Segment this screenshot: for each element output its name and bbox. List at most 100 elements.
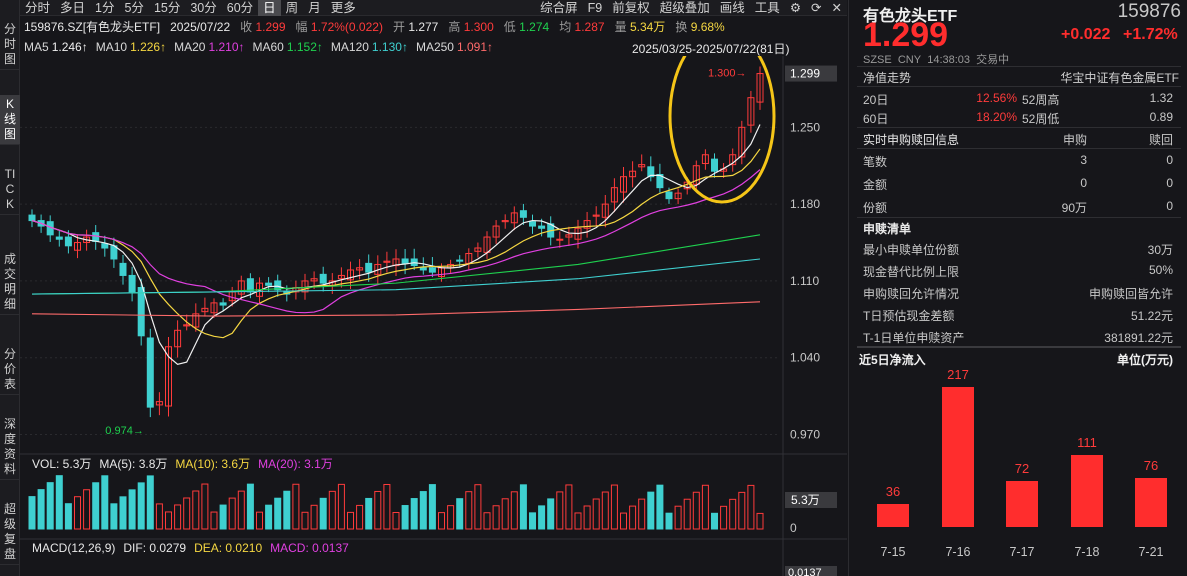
period-tab-9[interactable]: 月	[308, 0, 321, 15]
period-tab-8[interactable]: 周	[285, 0, 299, 15]
toolbar-tool-0[interactable]: 综合屏	[540, 0, 578, 15]
volume-bar	[547, 498, 555, 530]
list-row: 申购赎回允许情况 申购赎回皆允许	[863, 282, 1177, 304]
volume-bar	[256, 511, 263, 530]
ma-value-1: 1.226↑	[130, 40, 167, 54]
ma250-line	[31, 301, 761, 317]
candle-body	[128, 274, 136, 293]
sidebar-item-5[interactable]: 深度资料	[0, 415, 20, 480]
volume-bar	[92, 482, 100, 530]
period-tab-4[interactable]: 15分	[153, 0, 181, 15]
candle-body	[510, 212, 518, 224]
volume-bar	[328, 490, 336, 530]
toolbar-tool-1[interactable]: F9	[587, 0, 603, 15]
close-icon[interactable]: ✕	[831, 0, 842, 15]
volume-bar	[383, 483, 391, 530]
volume-bar	[629, 505, 637, 530]
sidebar-item-3[interactable]: 成交明细	[0, 250, 20, 315]
volume-bar	[483, 512, 491, 530]
volume-bar	[492, 505, 500, 530]
volume-bar	[647, 491, 655, 530]
sidebar-item-2[interactable]: TICK	[0, 165, 20, 215]
candle-body	[310, 278, 318, 282]
sidebar-item-0[interactable]: 分时图	[0, 20, 20, 70]
candle-body	[201, 307, 209, 313]
candle-body	[556, 238, 564, 241]
period-tab-1[interactable]: 多日	[60, 0, 86, 15]
sidebar-item-4[interactable]: 分价表	[0, 345, 20, 395]
ma-value-5: 1.091↑	[456, 40, 494, 54]
toolbar-tool-3[interactable]: 超级叠加	[659, 0, 710, 15]
volume-bar	[601, 491, 609, 530]
ma120-line	[31, 258, 761, 295]
candle-body	[347, 269, 354, 281]
candle-body	[419, 267, 427, 271]
candle-body	[629, 170, 637, 178]
volume-bar	[428, 484, 436, 530]
period-tab-0[interactable]: 分时	[25, 0, 51, 15]
currency: CNY	[897, 54, 922, 66]
period-tab-2[interactable]: 1分	[95, 0, 115, 15]
creation-row-label: 份额	[863, 201, 888, 215]
trade-meta: SZSE CNY 14:38:03 交易中	[863, 51, 1009, 67]
left-sidebar: 分时图 K线图 TICK 成交明细分价表深度资料超级复盘	[0, 0, 20, 576]
period-tab-6[interactable]: 60分	[226, 0, 254, 15]
volume-bar	[246, 483, 254, 530]
perf-row-60: 60日 18.20% 52周低 0.89	[863, 107, 1177, 129]
change-label: 幅	[295, 20, 308, 34]
inflow-bar	[942, 387, 974, 527]
creation-row-sell: 0	[1166, 176, 1173, 190]
volume-bar	[665, 512, 673, 530]
volume-bar	[265, 504, 273, 530]
candle-body	[28, 214, 36, 222]
toolbar-tool-2[interactable]: 前复权	[612, 0, 650, 15]
ma-label-4: MA120	[330, 40, 369, 54]
volume-bar	[110, 503, 118, 530]
inflow-bar-value: 36	[885, 483, 901, 499]
volume-bar	[219, 504, 227, 530]
volume-bar	[638, 498, 646, 530]
refresh-icon[interactable]: ⟳	[811, 0, 822, 15]
creation-row: 笔数 3 0	[863, 150, 1177, 172]
sidebar-item-1[interactable]: K线图	[0, 95, 20, 145]
vol-legend-item: MA(20): 3.1万	[258, 457, 333, 471]
close-label: 收	[240, 20, 253, 34]
volume-bar	[301, 511, 309, 530]
period-tab-7[interactable]: 日	[258, 0, 281, 16]
inflow-bar-label: 7-17	[1009, 545, 1035, 559]
index-name: 华宝中证有色金属ETF	[1060, 71, 1179, 85]
candle-body	[337, 274, 345, 280]
turnover-value: 9.68%	[690, 20, 725, 34]
sidebar-item-6[interactable]: 超级复盘	[0, 500, 20, 565]
list-row-value: 51.22元	[1130, 309, 1173, 323]
candle-body	[601, 203, 609, 218]
candle-body	[146, 337, 154, 408]
candle-body	[428, 267, 436, 273]
creation-col1: 申购	[1062, 133, 1087, 147]
exchange: SZSE	[863, 54, 892, 66]
close-value: 1.299	[255, 20, 286, 34]
list-row-value: 381891.22元	[1104, 331, 1173, 345]
macd-legend-item: DIF: 0.0279	[123, 541, 186, 555]
trade-status: 交易中	[976, 54, 1010, 66]
ma-value-3: 1.152↑	[286, 40, 323, 54]
toolbar-tool-5[interactable]: 工具	[754, 0, 780, 15]
candle-body	[365, 262, 373, 273]
period-tab-10[interactable]: 更多	[330, 0, 356, 15]
candle-body	[729, 154, 737, 166]
price-tick: 1.250	[790, 120, 820, 134]
candle-body	[456, 259, 464, 262]
toolbar-tool-4[interactable]: 画线	[719, 0, 745, 15]
period-tab-5[interactable]: 30分	[190, 0, 217, 15]
creation-header: 实时申购赎回信息 申购 赎回	[863, 128, 1177, 150]
volume-bar	[37, 489, 45, 530]
period-tab-3[interactable]: 5分	[124, 0, 144, 15]
macd-legend-item: DEA: 0.0210	[194, 541, 262, 555]
candle-body	[192, 313, 200, 328]
volume-bar	[283, 490, 291, 530]
gear-icon[interactable]: ⚙	[789, 0, 802, 15]
vol-tag-text: 5.3万	[791, 493, 820, 507]
creation-row: 金额 0 0	[863, 173, 1177, 195]
ma-label-2: MA20	[174, 40, 206, 54]
candle-body	[565, 234, 573, 238]
